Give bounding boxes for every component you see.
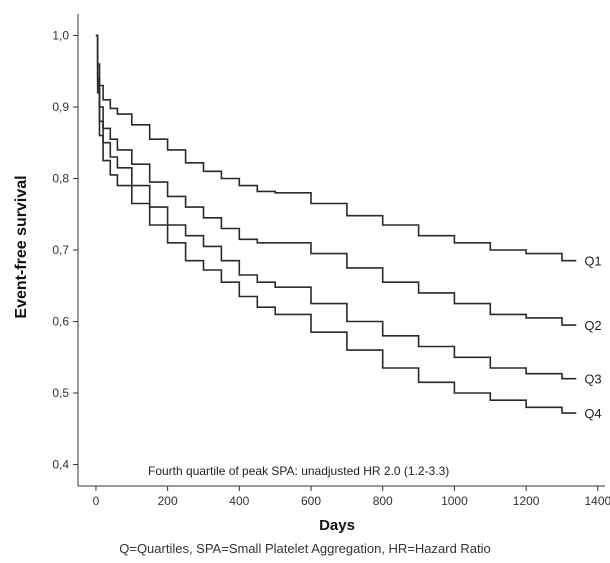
x-tick-label: 800 [373,494,393,508]
curve-q3 [95,34,577,380]
y-axis-title: Event-free survival [13,175,30,318]
series-label-q2: Q2 [584,318,601,333]
series-label-q3: Q3 [584,372,601,387]
y-tick-label: 0,6 [52,315,69,329]
curve-q1 [95,34,577,262]
series-label-q1: Q1 [584,254,601,269]
x-tick-label: 1400 [584,494,610,508]
footnote: Q=Quartiles, SPA=Small Platelet Aggregat… [119,541,491,556]
curve-q2 [95,34,577,326]
x-axis-title: Days [319,517,355,534]
y-tick-label: 0,4 [52,458,69,472]
x-axis-ticks: 0 200 400 600 800 1000 1200 1400 [93,486,610,508]
y-tick-label: 0,9 [52,100,69,114]
y-tick-label: 0,8 [52,171,69,185]
x-tick-label: 1200 [513,494,540,508]
y-tick-label: 0,5 [52,386,69,400]
hazard-ratio-annotation: Fourth quartile of peak SPA: unadjusted … [148,464,449,478]
y-axis-ticks: 0,4 0,5 0,6 0,7 0,8 0,9 1,0 [52,28,78,472]
x-tick-label: 600 [301,494,321,508]
series-label-q4: Q4 [584,406,601,421]
survival-curves [95,34,577,414]
series-labels: Q1 Q2 Q3 Q4 [584,254,601,421]
x-tick-label: 400 [229,494,249,508]
x-tick-label: 0 [93,494,100,508]
x-tick-label: 200 [158,494,178,508]
y-tick-label: 0,7 [52,243,69,257]
curve-q4 [95,34,577,414]
y-tick-label: 1,0 [52,28,69,42]
x-tick-label: 1000 [441,494,468,508]
